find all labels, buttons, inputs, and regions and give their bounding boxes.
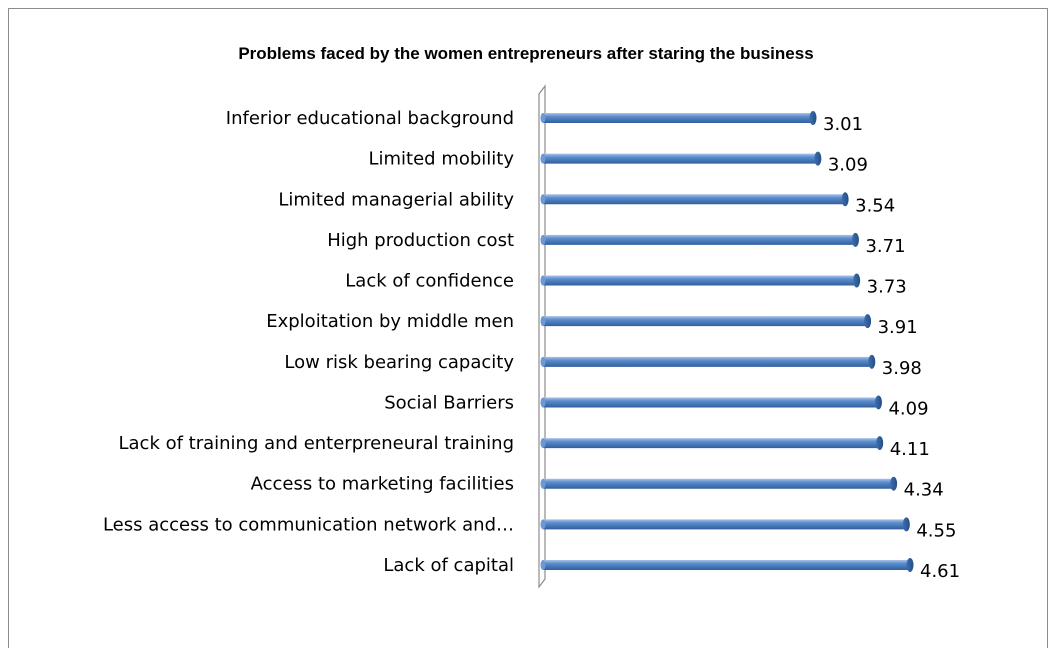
bar — [540, 354, 876, 369]
value-label: 4.61 — [920, 561, 960, 582]
category-label: Limited managerial ability — [278, 189, 514, 210]
bar — [540, 192, 849, 207]
bar-start — [540, 560, 546, 570]
bar-body — [542, 194, 846, 205]
value-label: 3.73 — [867, 277, 907, 298]
value-labels: 3.01 3.09 3.54 3.71 3.73 3.91 3.98 4.09 4.11 4.34… — [823, 114, 960, 582]
category-label: Social Barriers — [384, 392, 514, 413]
category-label: Inferior educational background — [226, 108, 514, 129]
category-label: Access to marketing facilities — [251, 474, 514, 495]
bar-start — [540, 478, 546, 489]
value-label: 3.01 — [823, 114, 863, 135]
value-label: 3.71 — [865, 236, 905, 257]
value-label: 3.09 — [828, 155, 868, 176]
value-label: 4.11 — [890, 439, 930, 460]
bar — [540, 232, 859, 247]
bar — [540, 517, 910, 532]
bar-cap — [814, 151, 822, 166]
category-label: Lack of confidence — [345, 271, 514, 292]
bar-cap — [874, 395, 882, 410]
bar-start — [540, 356, 546, 367]
bar-body — [542, 153, 818, 164]
bar-body — [542, 234, 856, 245]
category-label: High production cost — [327, 230, 514, 251]
category-label: Exploitation by middle men — [266, 311, 514, 332]
bar-cap — [890, 476, 898, 491]
bar-start — [540, 234, 546, 245]
category-label: Less access to communication network and… — [103, 514, 514, 535]
bar-body — [542, 560, 910, 570]
bar-cap — [906, 558, 914, 572]
bar-cap — [902, 517, 910, 532]
bar — [540, 558, 914, 572]
bar-body — [542, 275, 857, 286]
bar-start — [540, 438, 546, 449]
category-label: Low risk bearing capacity — [284, 352, 514, 373]
bar-body — [542, 113, 813, 123]
value-label: 4.34 — [904, 480, 944, 501]
bar — [540, 476, 898, 491]
bar-start — [540, 153, 546, 164]
bar-cap — [868, 354, 876, 369]
value-label: 4.55 — [916, 520, 956, 541]
bar-body — [542, 519, 907, 530]
bar — [540, 395, 882, 410]
value-label: 3.98 — [882, 358, 922, 379]
chart-title: Problems faced by the women entrepreneur… — [238, 44, 814, 63]
bar-start — [540, 316, 546, 327]
bar-start — [540, 113, 546, 123]
category-label: Lack of training and enterpreneural trai… — [118, 433, 514, 454]
bar-body — [542, 438, 880, 449]
bar — [540, 314, 872, 329]
bar — [540, 151, 822, 166]
bar-body — [542, 397, 879, 408]
value-label: 3.91 — [878, 317, 918, 338]
bar-start — [540, 275, 546, 286]
value-label: 3.54 — [855, 195, 895, 216]
bar-cap — [853, 273, 861, 288]
bar-start — [540, 397, 546, 408]
bar-cap — [876, 436, 884, 451]
category-labels: Inferior educational background Limited m… — [103, 108, 514, 576]
value-label: 4.09 — [888, 398, 928, 419]
bar-start — [540, 519, 546, 530]
bar-start — [540, 194, 546, 205]
bars — [540, 111, 914, 572]
bar — [540, 111, 817, 125]
bar-body — [542, 356, 872, 367]
bar — [540, 436, 884, 451]
axis-wall — [538, 84, 546, 589]
category-label: Lack of capital — [383, 555, 514, 576]
chart-frame — [8, 8, 1048, 648]
bar-cap — [864, 314, 872, 329]
bar-body — [542, 478, 894, 489]
bar-cap — [809, 111, 817, 125]
category-label: Limited mobility — [368, 149, 514, 170]
bar-cap — [851, 232, 859, 247]
bar-body — [542, 316, 868, 327]
bar — [540, 273, 861, 288]
bar-cap — [841, 192, 849, 207]
y-axis — [538, 84, 546, 589]
